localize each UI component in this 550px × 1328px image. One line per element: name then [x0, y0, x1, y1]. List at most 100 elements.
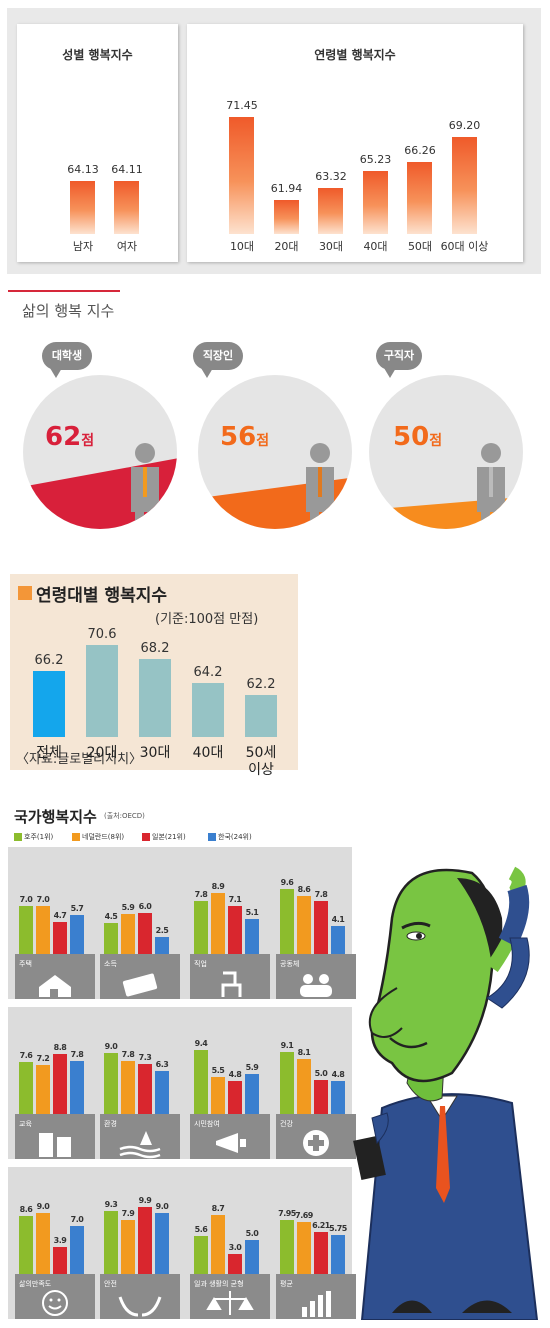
bar — [138, 1064, 152, 1114]
score-unit: 점 — [81, 433, 95, 449]
bar — [194, 1235, 208, 1274]
barchart-icon — [302, 1291, 331, 1317]
bar — [121, 1060, 135, 1114]
bar — [139, 659, 171, 737]
people-icon — [300, 974, 332, 997]
bar — [121, 1220, 135, 1274]
bar — [318, 187, 343, 234]
bar — [194, 1050, 208, 1114]
data-label: 5.0 — [245, 1229, 259, 1238]
bar — [314, 1231, 328, 1274]
bar — [245, 919, 259, 954]
person-icon — [306, 443, 334, 529]
bar — [114, 180, 139, 234]
happiness-index-panel: 성별 행복지수 64.13 남자 64.11 여자 연령별 행복지수 71.45 10대… — [7, 8, 541, 274]
bar — [331, 1081, 345, 1114]
book-icon — [39, 1133, 71, 1157]
data-label: 9.0 — [155, 1201, 169, 1211]
category-tag: 구직자 — [376, 342, 422, 370]
category-label: 건강 — [280, 1120, 293, 1128]
data-label: 61.94 — [270, 181, 303, 195]
category-label: 소득 — [104, 960, 117, 968]
bar — [121, 913, 135, 954]
bar — [211, 1214, 225, 1274]
data-label: 7.95 — [278, 1208, 296, 1218]
legend-swatch — [72, 833, 80, 841]
bar — [36, 906, 50, 954]
data-label: 63.32 — [315, 169, 347, 183]
bar — [33, 670, 65, 737]
pie-svg — [23, 443, 177, 529]
category-tag: 대학생 — [42, 342, 92, 370]
score-unit: 점 — [256, 433, 270, 449]
data-label: 7.1 — [228, 894, 242, 904]
legend-label: 일본(21위) — [152, 833, 186, 841]
bar — [245, 694, 277, 737]
house-icon — [39, 975, 71, 997]
bar — [86, 644, 118, 737]
cell-footer — [100, 1274, 180, 1319]
data-label: 9.1 — [280, 1041, 294, 1051]
category-label: 시민참여 — [194, 1120, 220, 1128]
gender-chart-title: 성별 행복지수 — [62, 48, 133, 62]
data-label: 8.6 — [297, 884, 311, 894]
age-chart-title: 연령별 행복지수 — [314, 48, 396, 62]
data-label: 4.8 — [228, 1070, 242, 1080]
category-label: 직업 — [194, 960, 207, 968]
category-label: 삶의만족도 — [19, 1280, 52, 1288]
bar — [104, 1210, 118, 1274]
data-label: 9.0 — [36, 1201, 50, 1211]
section-divider — [8, 290, 120, 292]
bar — [138, 913, 152, 954]
cross-icon — [303, 1130, 329, 1156]
category-label: 안전 — [104, 1280, 117, 1288]
age-chart: 연령별 행복지수 71.45 10대 61.94 20대 63.32 30대 65.23 40… — [187, 24, 523, 262]
age-group-source: 〈자료:글로벌리서치〉 — [16, 752, 143, 767]
bar — [273, 199, 299, 234]
legend-swatch — [142, 833, 150, 841]
data-label: 7.3 — [138, 1053, 152, 1063]
bar — [138, 1206, 152, 1274]
legend-item: 네덜란드(8위) — [72, 832, 124, 842]
bar — [53, 922, 67, 954]
data-label: 8.1 — [297, 1047, 311, 1057]
data-label: 8.8 — [53, 1043, 67, 1053]
businessman-illustration — [353, 866, 539, 1320]
data-label: 9.0 — [104, 1041, 118, 1051]
category-label: 50대 — [407, 240, 433, 253]
legend-item: 한국(24위) — [208, 832, 252, 842]
category-tag: 직장인 — [193, 342, 243, 370]
data-label: 70.6 — [87, 626, 117, 642]
data-label: 4.8 — [331, 1070, 345, 1080]
oecd-cell: 8.6 9.0 3.9 7.0 삶의만족도 — [15, 1177, 95, 1319]
chair-icon — [221, 971, 242, 997]
category-label: 환경 — [104, 1120, 117, 1128]
category-label: 남자 — [72, 240, 94, 253]
data-label: 3.0 — [228, 1242, 242, 1252]
data-label: 4.7 — [53, 911, 67, 921]
bar — [228, 1081, 242, 1114]
oecd-cell: 9.4 5.5 4.8 5.9 시민참여 — [190, 1017, 270, 1159]
data-label: 71.45 — [226, 98, 258, 112]
data-label: 64.11 — [111, 162, 143, 176]
bar — [211, 1076, 225, 1114]
hands-icon — [118, 1296, 162, 1317]
pie-chart — [369, 375, 523, 529]
data-label: 7.8 — [194, 889, 208, 899]
category-label: 주택 — [19, 960, 32, 968]
data-label: 8.6 — [19, 1204, 33, 1214]
category-label: 교육 — [19, 1120, 32, 1128]
data-label: 64.2 — [193, 664, 223, 680]
category-label: 60대 이상 — [440, 240, 489, 253]
bar — [36, 1212, 50, 1274]
category-label: 공동체 — [280, 960, 300, 968]
score-label: 56점 — [220, 422, 270, 452]
bar — [245, 1073, 259, 1114]
oecd-title: 국가행복지수 — [14, 808, 97, 826]
data-label: 7.2 — [36, 1054, 50, 1064]
cell-footer — [276, 1274, 356, 1319]
person-icon — [477, 443, 505, 529]
bar — [297, 895, 311, 954]
bar — [314, 900, 328, 954]
category-label: 20대 — [86, 745, 118, 761]
